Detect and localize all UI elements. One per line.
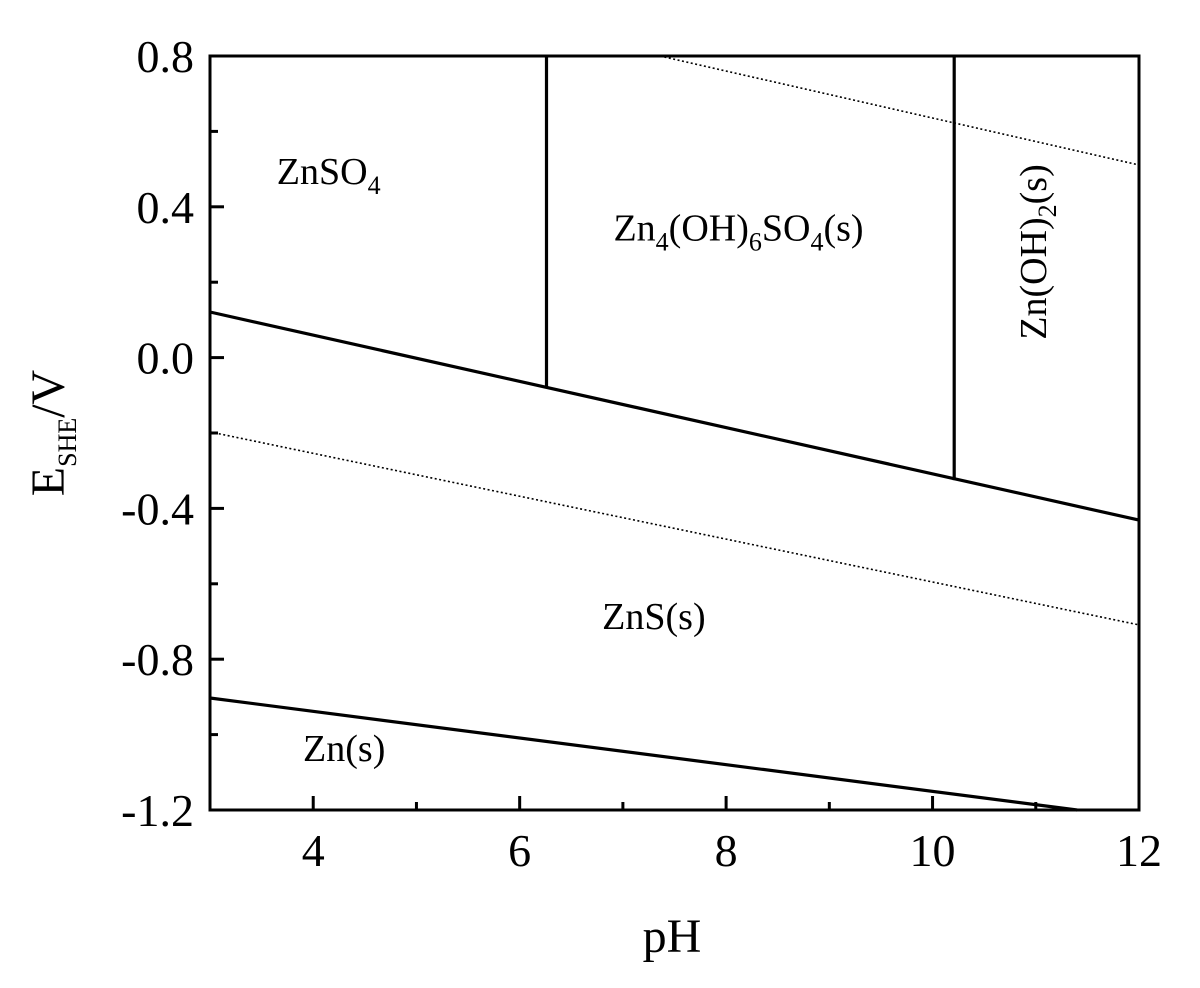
y-tick-label: 0.8 [137, 31, 195, 82]
svg-text:ZnS(s): ZnS(s) [602, 596, 705, 638]
y-title-sub: SHE [53, 418, 82, 467]
region-label-zn: Zn(s) [303, 728, 385, 770]
x-tick-label: 10 [910, 825, 956, 876]
y-title-unit: /V [22, 369, 75, 417]
y-tick-label: 0.0 [137, 333, 195, 384]
y-tick-label: -0.8 [121, 634, 194, 685]
y-tick-label: 0.4 [137, 182, 195, 233]
svg-text:Zn(OH)2(s): Zn(OH)2(s) [1013, 164, 1062, 340]
x-axis-title: pH [643, 910, 702, 963]
dotted-water-line [209, 431, 1140, 626]
tick-labels: 4 6 8 10 12 0.8 0.4 0.0 -0.4 -0.8 -1.2 [121, 31, 1162, 876]
svg-text:ZnSO4: ZnSO4 [277, 151, 381, 200]
x-tick-label: 8 [715, 825, 738, 876]
region-label-znso4: ZnSO4 [277, 151, 381, 200]
boundary-line [209, 696, 1078, 812]
y-tick-label: -0.4 [121, 483, 194, 534]
y-title-main: E [22, 467, 75, 496]
region-labels: ZnSO4 Zn4(OH)6SO4(s) Zn(OH)2(s) ZnS(s) Zn(s) [277, 151, 1062, 770]
boundary-line [209, 310, 1140, 522]
x-tick-label: 6 [508, 825, 531, 876]
boundary-lines [209, 55, 1140, 812]
svg-text:Zn(s): Zn(s) [303, 728, 385, 770]
region-label-zns: ZnS(s) [602, 596, 705, 638]
y-tick-label: -1.2 [121, 785, 194, 836]
plot-frame [208, 54, 1141, 812]
region-label-znoh2: Zn(OH)2(s) [1013, 164, 1062, 340]
y-axis-title: ESHE/V [22, 369, 82, 496]
svg-text:ESHE/V: ESHE/V [22, 369, 82, 496]
x-tick-label: 12 [1116, 825, 1162, 876]
region-label-zn4: Zn4(OH)6SO4(s) [613, 208, 863, 257]
dotted-water-line [659, 55, 1140, 166]
svg-text:Zn4(OH)6SO4(s): Zn4(OH)6SO4(s) [613, 208, 863, 257]
x-tick-label: 4 [302, 825, 325, 876]
